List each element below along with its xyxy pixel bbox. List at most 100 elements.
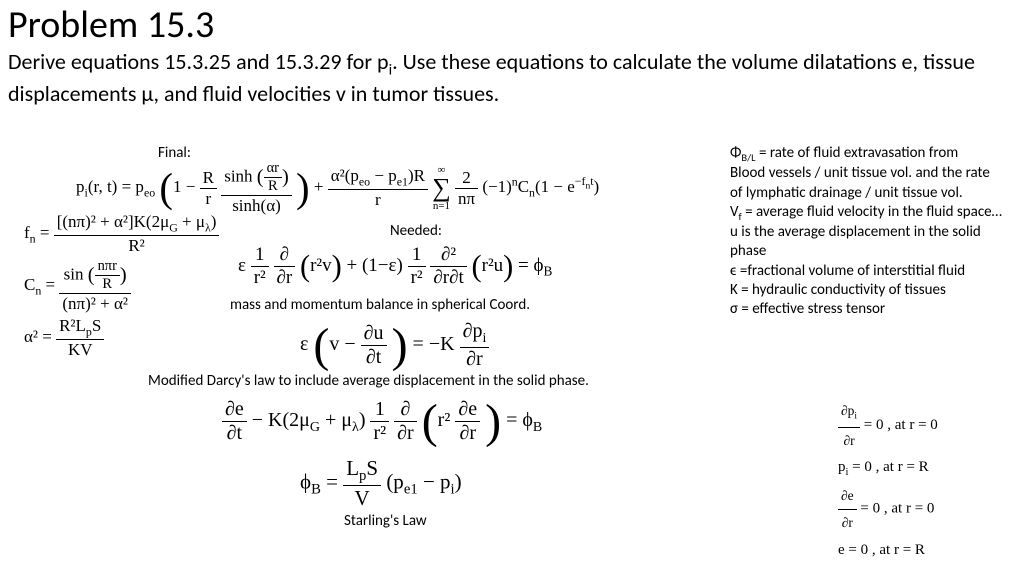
- eq-text: sinh(α): [221, 196, 292, 216]
- eq-text: n: [35, 283, 41, 297]
- eq-text: n: [30, 232, 36, 246]
- eq-text: ∂r: [274, 267, 296, 289]
- eq-text: αr: [264, 160, 282, 178]
- eq-text: ): [455, 469, 462, 493]
- eq-text: ε: [300, 333, 308, 355]
- eq-text: ∂e: [455, 398, 480, 422]
- eq-text: ∂t: [222, 422, 247, 445]
- eq-text: e1: [404, 482, 418, 498]
- eq-text: r: [200, 189, 217, 209]
- eq-text: (1 − e: [535, 177, 575, 196]
- eq-text: )R: [408, 166, 425, 185]
- eq-text: (nπ)² + α²: [59, 294, 131, 314]
- eq-text: − K(2μ: [252, 409, 310, 431]
- eq-text: ∂r: [394, 422, 417, 445]
- eq-text: R: [95, 276, 120, 293]
- eq-text: r²: [408, 267, 426, 289]
- label-darcy: Modified Darcy's law to include average …: [148, 372, 589, 390]
- eq-text: R: [200, 168, 217, 189]
- bc-text: ∂p: [841, 403, 854, 418]
- eq-text: G: [169, 220, 178, 234]
- eq-text: ∂u: [361, 322, 387, 346]
- eq-text: i: [482, 331, 486, 346]
- equation-darcy: ε (v − ∂u∂t ) = −K ∂pi∂r: [300, 318, 489, 373]
- equation-pi: pi(r, t) = peo (1 − Rr sinh (αrR) sinh(α…: [76, 160, 599, 216]
- def-line: u is the average displacement in the sol…: [730, 223, 1020, 261]
- eq-text: ϕ: [300, 469, 311, 493]
- eq-text: − p: [418, 469, 451, 493]
- eq-text: 1: [370, 398, 389, 422]
- def-line: σ = effective stress tensor: [730, 300, 1020, 319]
- bc-text: = 0 , at r = R: [848, 459, 928, 475]
- eq-text: r²: [251, 267, 269, 289]
- eq-text: R²: [54, 236, 220, 256]
- eq-text: L: [346, 456, 359, 480]
- def-line: ϵ =fractional volume of interstitial flu…: [730, 262, 1020, 281]
- eq-text: R²L: [59, 316, 86, 335]
- eq-text: ∂r: [460, 348, 490, 371]
- equation-alpha2: α² = R²LpS KV: [24, 316, 104, 360]
- def-line: of lymphatic drainage / unit tissue vol.: [730, 184, 1020, 203]
- eq-text: ): [359, 409, 366, 431]
- bc-text: p: [838, 459, 846, 475]
- def-text: = rate of fluid extravasation from: [756, 144, 959, 162]
- eq-text: e1: [397, 174, 408, 188]
- bc-line: ∂pi∂r = 0 , at r = 0: [838, 398, 938, 453]
- eq-text: + μ: [320, 409, 352, 431]
- eq-text: eo: [359, 174, 370, 188]
- def-line: Blood vessels / unit tissue vol. and the…: [730, 164, 1020, 183]
- eq-text: V: [343, 486, 381, 511]
- def-text: V: [730, 203, 739, 221]
- eq-text: eo: [144, 185, 155, 199]
- definitions-block: ΦB/L = rate of fluid extravasation from …: [730, 144, 1020, 319]
- eq-text: = ϕ: [506, 409, 533, 431]
- eq-text: ∂p: [463, 320, 483, 342]
- eq-text: ): [594, 177, 600, 196]
- def-line: K = hydraulic conductivity of tissues: [730, 281, 1020, 300]
- eq-text: S: [92, 316, 101, 335]
- bc-line: e = 0 , at r = R: [838, 536, 938, 565]
- eq-text: ): [211, 212, 217, 231]
- eq-text: −f: [575, 174, 586, 188]
- eq-text: [(nπ)² + α²]K(2μ: [57, 212, 169, 231]
- def-text: = average fluid velocity in the fluid sp…: [742, 203, 1002, 221]
- eq-text: B: [311, 482, 321, 498]
- eq-text: α² =: [24, 327, 52, 346]
- def-line: ΦB/L = rate of fluid extravasation from: [730, 144, 1020, 164]
- eq-text: λ: [352, 420, 359, 435]
- eq-text: B: [544, 264, 553, 279]
- eq-text: (−1): [482, 177, 511, 196]
- eq-text: r: [328, 190, 428, 210]
- eq-text: 1: [408, 244, 426, 267]
- eq-text: G: [310, 420, 320, 435]
- eq-text: sinh: [224, 166, 252, 185]
- equation-fn: fn = [(nπ)² + α²]K(2μG + μλ) R²: [24, 212, 219, 256]
- def-line: Vf = average fluid velocity in the fluid…: [730, 203, 1020, 223]
- eq-text: sin: [64, 264, 84, 283]
- eq-text: α²(p: [331, 166, 359, 185]
- equation-starling: ϕB = LpSV (pe1 − pi): [300, 456, 462, 511]
- eq-text: v −: [329, 333, 355, 355]
- eq-text: ∂t: [361, 346, 387, 369]
- eq-text: S: [366, 456, 378, 480]
- def-text: Φ: [730, 144, 741, 162]
- statement-part1: Derive equations 15.3.25 and 15.3.29 for…: [8, 48, 389, 75]
- equation-cn: Cn = sin (nπrR) (nπ)² + α²: [24, 258, 131, 314]
- eq-text: ∂²: [430, 244, 466, 267]
- eq-text: (p: [386, 469, 404, 493]
- eq-text: (1−ε): [362, 255, 403, 276]
- eq-text: ∂e: [222, 398, 247, 422]
- eq-text: ∂r∂t: [430, 267, 466, 289]
- eq-text: ∂: [274, 244, 296, 267]
- eq-text: ∂: [394, 398, 417, 422]
- eq-text: = −K: [413, 333, 455, 355]
- eq-text: B: [533, 420, 542, 435]
- eq-text: p: [76, 177, 85, 196]
- eq-text: ε: [238, 255, 246, 276]
- eq-text: + μ: [178, 212, 205, 231]
- label-starling: Starling's Law: [344, 512, 427, 530]
- eq-text: (r, t) = p: [88, 177, 144, 196]
- eq-text: r²v: [310, 255, 332, 276]
- eq-text: r²: [370, 422, 389, 445]
- page-title: Problem 15.3: [0, 0, 1024, 48]
